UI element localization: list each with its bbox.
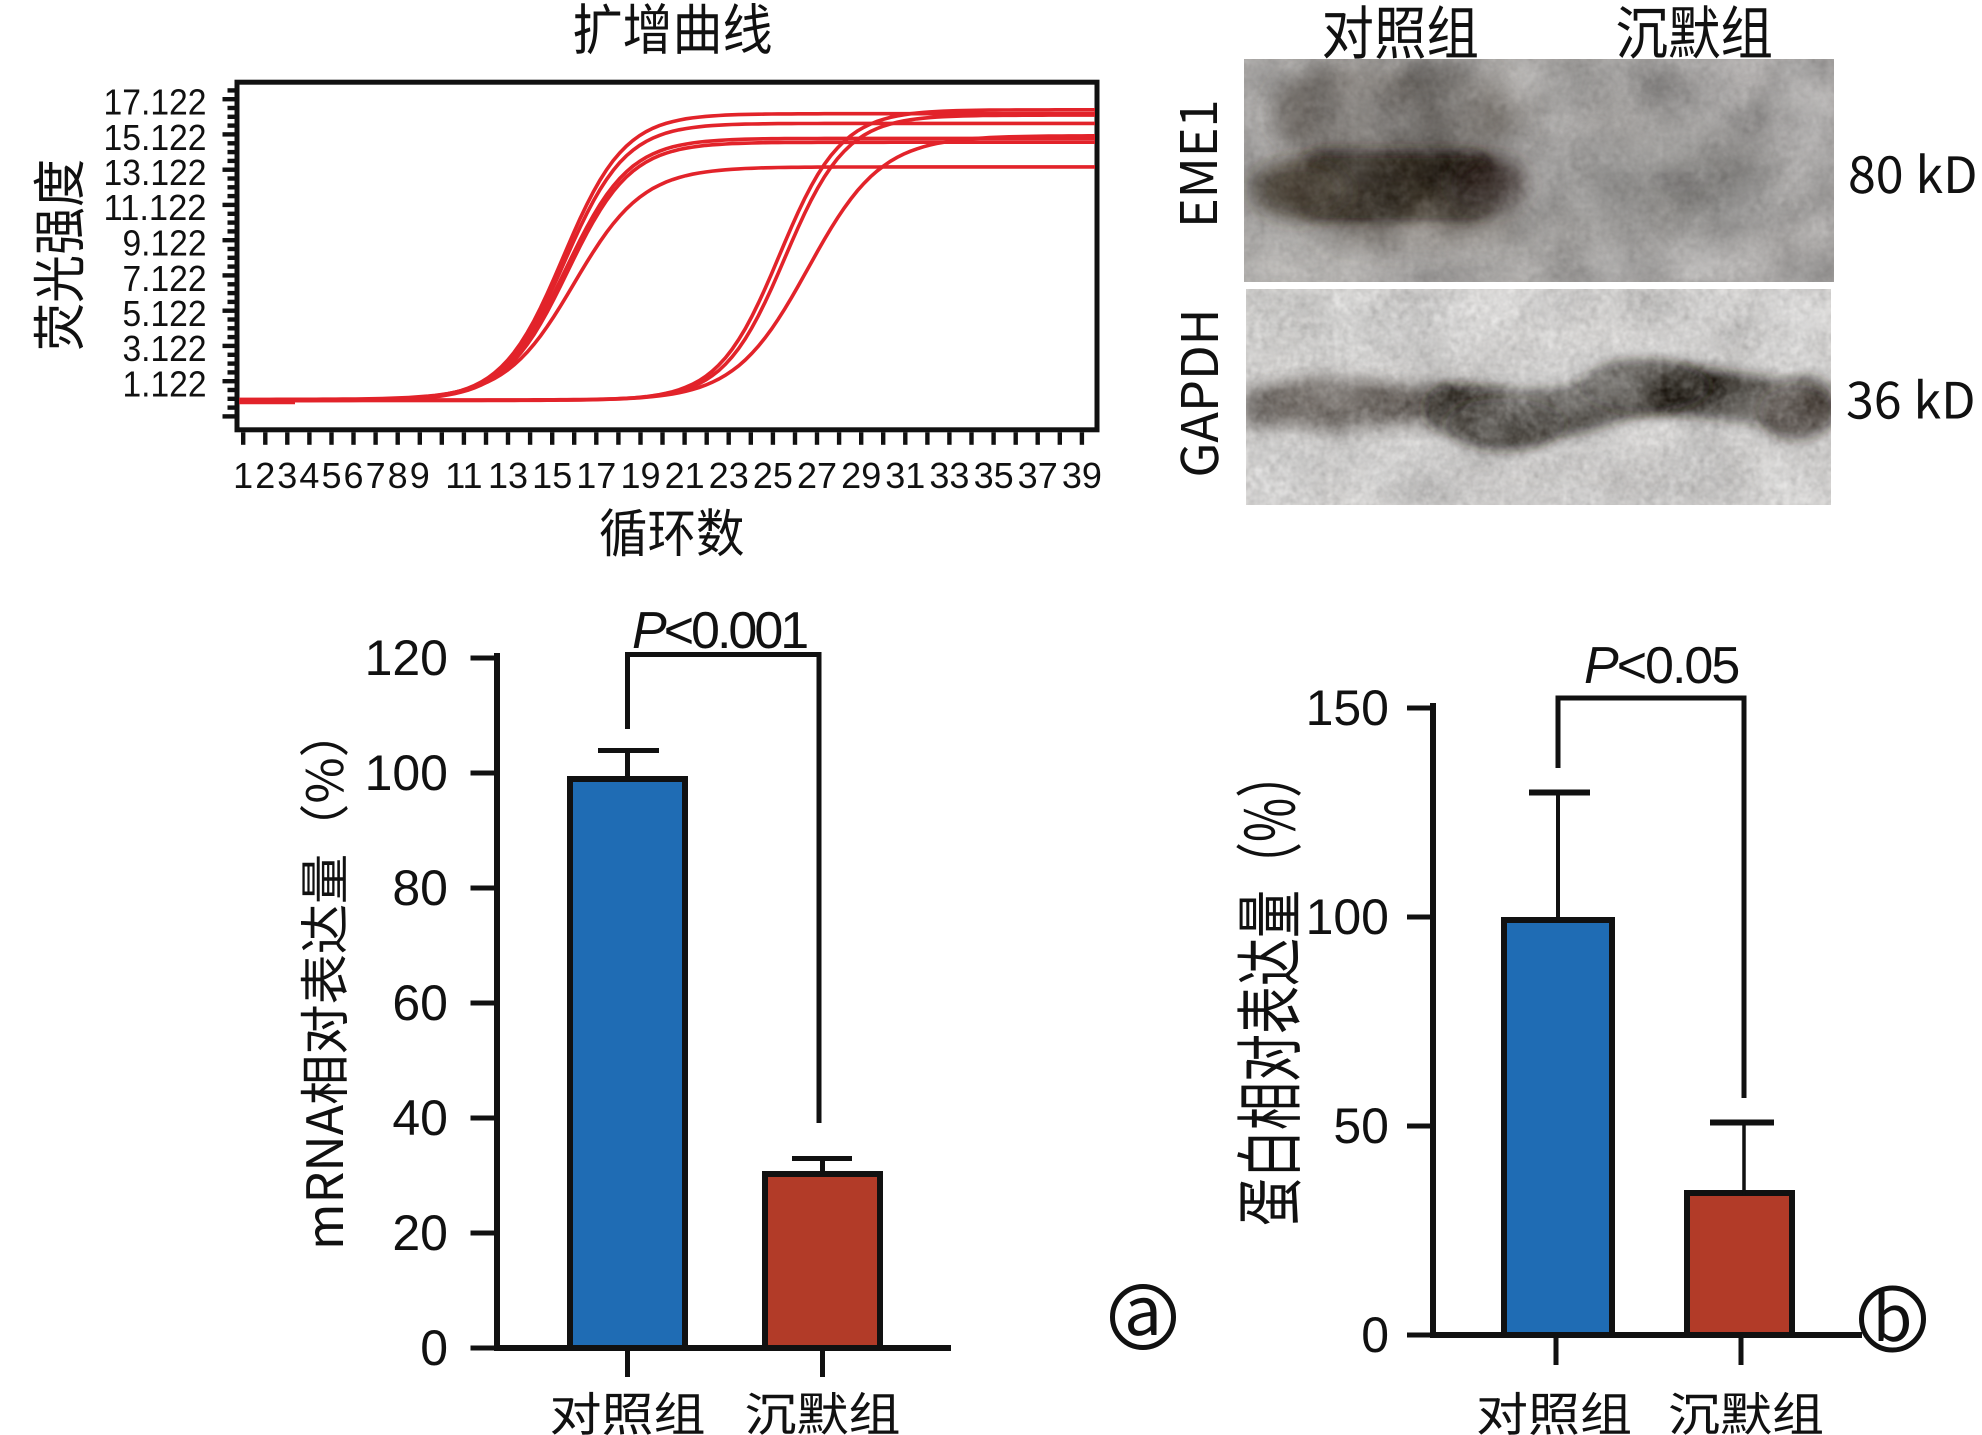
- svg-text:15.122: 15.122: [104, 117, 207, 158]
- svg-text:27: 27: [797, 455, 837, 496]
- svg-text:60: 60: [392, 975, 448, 1031]
- svg-text:7: 7: [366, 455, 386, 496]
- svg-text:25: 25: [753, 455, 793, 496]
- svg-text:5: 5: [321, 455, 341, 496]
- svg-text:150: 150: [1306, 680, 1389, 736]
- svg-text:29: 29: [841, 455, 881, 496]
- svg-text:1: 1: [233, 455, 253, 496]
- svg-text:40: 40: [392, 1090, 448, 1146]
- svg-text:100: 100: [1306, 889, 1389, 945]
- svg-text:0: 0: [1361, 1307, 1389, 1363]
- svg-text:11: 11: [445, 455, 482, 496]
- svg-text:50: 50: [1333, 1098, 1389, 1154]
- svg-text:5.122: 5.122: [123, 293, 207, 334]
- svg-text:21: 21: [665, 455, 705, 496]
- svg-text:17: 17: [576, 455, 616, 496]
- svg-text:4: 4: [299, 455, 319, 496]
- svg-text:33: 33: [929, 455, 969, 496]
- svg-text:1.122: 1.122: [123, 364, 207, 405]
- svg-text:P<0.001: P<0.001: [632, 602, 807, 660]
- svg-text:80: 80: [392, 860, 448, 916]
- svg-text:23: 23: [709, 455, 749, 496]
- svg-text:0: 0: [420, 1320, 448, 1376]
- svg-text:3.122: 3.122: [123, 328, 207, 369]
- svg-text:P<0.05: P<0.05: [1584, 637, 1738, 695]
- svg-text:100: 100: [365, 745, 448, 801]
- svg-text:31: 31: [885, 455, 925, 496]
- svg-text:9.122: 9.122: [123, 223, 207, 264]
- svg-text:8: 8: [388, 455, 408, 496]
- svg-text:35: 35: [974, 455, 1014, 496]
- svg-text:6: 6: [343, 455, 363, 496]
- svg-text:13.122: 13.122: [104, 152, 207, 193]
- svg-text:20: 20: [392, 1205, 448, 1261]
- svg-text:17.122: 17.122: [104, 82, 207, 123]
- svg-text:7.122: 7.122: [123, 258, 207, 299]
- svg-text:37: 37: [1018, 455, 1058, 496]
- svg-text:120: 120: [365, 630, 448, 686]
- svg-text:19: 19: [620, 455, 660, 496]
- svg-text:11.122: 11.122: [104, 187, 207, 228]
- svg-text:13: 13: [488, 455, 528, 496]
- svg-text:39: 39: [1062, 455, 1102, 496]
- svg-text:3: 3: [277, 455, 297, 496]
- svg-text:2: 2: [255, 455, 275, 496]
- svg-text:9: 9: [410, 455, 430, 496]
- svg-text:15: 15: [532, 455, 572, 496]
